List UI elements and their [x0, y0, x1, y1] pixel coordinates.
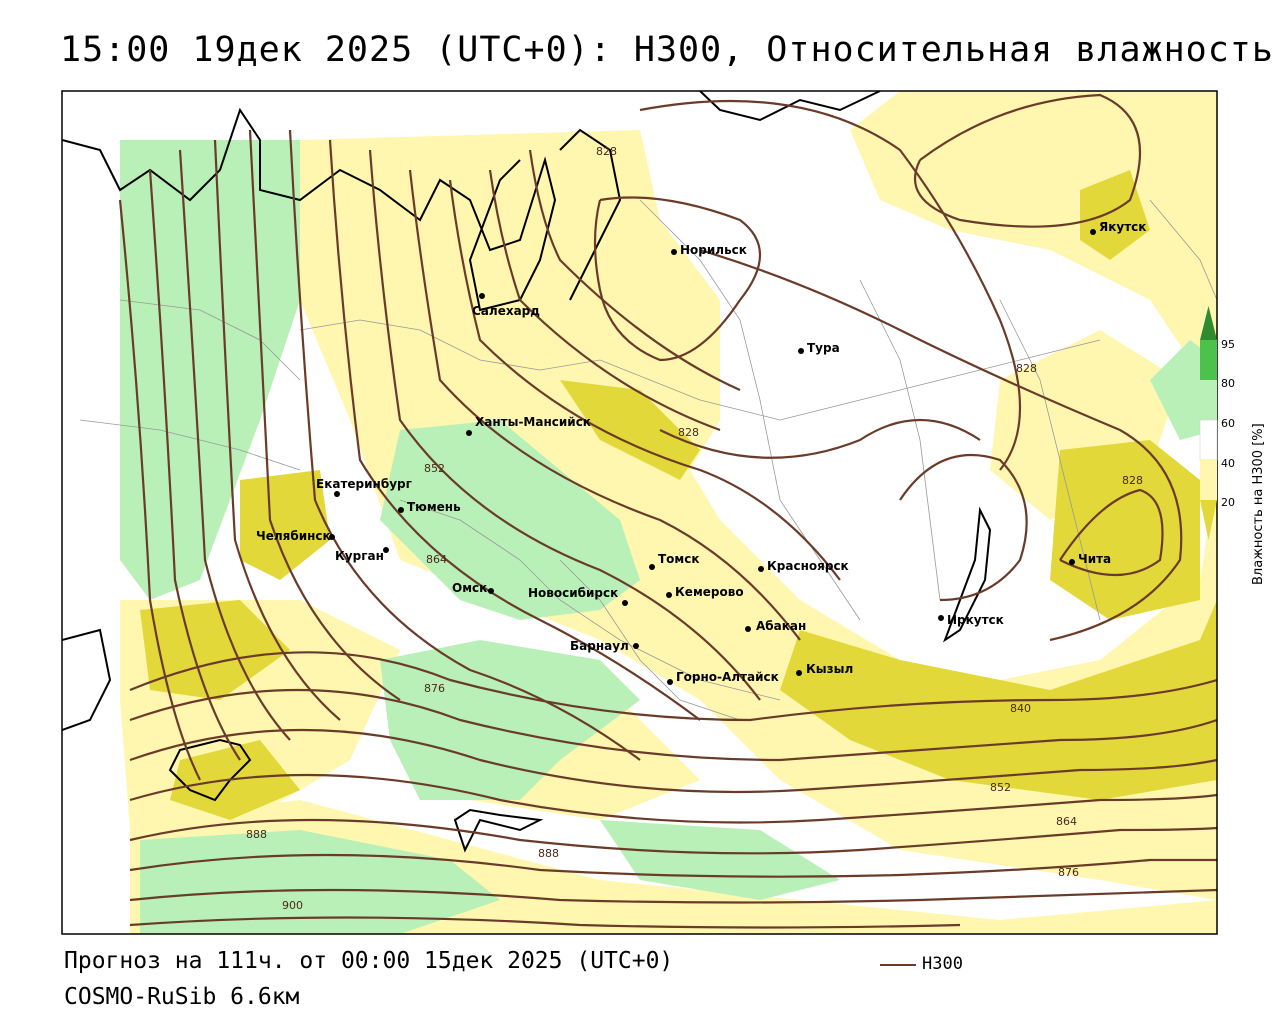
h300-contours — [118, 93, 1217, 929]
city-kyzyl: Кызыл — [796, 662, 853, 676]
city-krasnoyarsk: Красноярск — [758, 559, 849, 573]
city-label: Норильск — [680, 243, 747, 257]
contour-labels: 828 828 828 828 852 864 876 888 888 900 … — [246, 145, 1143, 912]
city-omsk: Омск — [452, 581, 494, 595]
city-label: Тюмень — [407, 500, 461, 514]
colorbar-80-95 — [1200, 340, 1217, 380]
city-kemerovo: Кемерово — [666, 585, 744, 599]
colorbar-60-80 — [1200, 380, 1217, 420]
city-tomsk: Томск — [649, 552, 700, 570]
contour-label: 840 — [1010, 702, 1031, 715]
contour-label: 828 — [678, 426, 699, 439]
contour-label: 828 — [1016, 362, 1037, 375]
colorbar-tick: 80 — [1221, 377, 1235, 390]
city-salekhard: Салехард — [472, 293, 540, 318]
h300-legend-label: H300 — [922, 954, 963, 974]
forecast-info: Прогноз на 111ч. от 00:00 15дек 2025 (UT… — [64, 948, 674, 974]
city-khanty-mansiysk: Ханты-Мансийск — [466, 415, 591, 436]
city-chita: Чита — [1069, 552, 1111, 566]
city-label: Омск — [452, 581, 487, 595]
city-label: Тура — [807, 341, 840, 355]
colorbar-tick: 40 — [1221, 457, 1235, 470]
city-label: Якутск — [1099, 220, 1146, 234]
colorbar-gt95 — [1200, 306, 1217, 340]
city-label: Кемерово — [675, 585, 744, 599]
city-label: Челябинск — [256, 529, 331, 543]
city-gorno-altaysk: Горно-Алтайск — [667, 670, 779, 685]
city-label: Ханты-Мансийск — [475, 415, 591, 429]
contour-label: 852 — [424, 462, 445, 475]
contour-label: 828 — [1122, 474, 1143, 487]
city-label: Новосибирск — [528, 586, 618, 600]
colorbar-20-40 — [1200, 460, 1217, 500]
city-label: Курган — [335, 549, 384, 563]
city-label: Горно-Алтайск — [676, 670, 779, 684]
city-chelyabinsk: Челябинск — [256, 529, 335, 543]
city-label: Салехард — [472, 304, 540, 318]
city-yekaterinburg: Екатеринбург — [316, 477, 412, 497]
city-novosibirsk: Новосибирск — [528, 586, 628, 606]
contour-label: 900 — [282, 899, 303, 912]
humidity-60-80 — [120, 140, 1217, 934]
cities: Норильск Якутск Салехард Тура Ханты-Манс… — [256, 220, 1146, 685]
city-label: Иркутск — [947, 613, 1004, 627]
colorbar-tick: 95 — [1221, 338, 1235, 351]
colorbar-tick: 20 — [1221, 496, 1235, 509]
city-barnaul: Барнаул — [570, 639, 639, 653]
colorbar: 95 80 60 40 20 Влажность на H300 [%] — [1199, 306, 1266, 585]
contour-label: 876 — [424, 682, 445, 695]
model-info: COSMO-RuSib 6.6км — [64, 984, 300, 1010]
region-borders — [79, 199, 1217, 721]
city-label: Чита — [1078, 552, 1111, 566]
city-label: Абакан — [756, 619, 806, 633]
contour-label: 864 — [426, 553, 447, 566]
contour-label: 876 — [1058, 866, 1079, 879]
contour-label: 852 — [990, 781, 1011, 794]
city-label: Томск — [658, 552, 700, 566]
contour-label: 864 — [1056, 815, 1077, 828]
contour-label: 888 — [246, 828, 267, 841]
contour-label: 888 — [538, 847, 559, 860]
h300-legend-line — [880, 964, 916, 966]
city-tura: Тура — [798, 341, 840, 355]
city-yakutsk: Якутск — [1090, 220, 1146, 235]
city-label: Барнаул — [570, 639, 629, 653]
city-abakan: Абакан — [745, 619, 806, 633]
contour-label: 828 — [596, 145, 617, 158]
city-tyumen: Тюмень — [398, 500, 461, 514]
city-irkutsk: Иркутск — [938, 613, 1004, 627]
city-norilsk: Норильск — [671, 243, 747, 257]
city-label: Кызыл — [806, 662, 853, 676]
humidity-field — [120, 91, 1217, 934]
colorbar-40-60 — [1199, 419, 1218, 461]
map-frame — [61, 90, 1218, 935]
city-kurgan: Курган — [335, 547, 389, 563]
map-title: 15:00 19дек 2025 (UTC+0): H300, Относите… — [60, 30, 1274, 70]
colorbar-lt20 — [1200, 500, 1217, 540]
city-label: Екатеринбург — [316, 477, 412, 491]
colorbar-title: Влажность на H300 [%] — [1251, 423, 1266, 585]
city-label: Красноярск — [767, 559, 849, 573]
colorbar-tick: 60 — [1221, 417, 1235, 430]
